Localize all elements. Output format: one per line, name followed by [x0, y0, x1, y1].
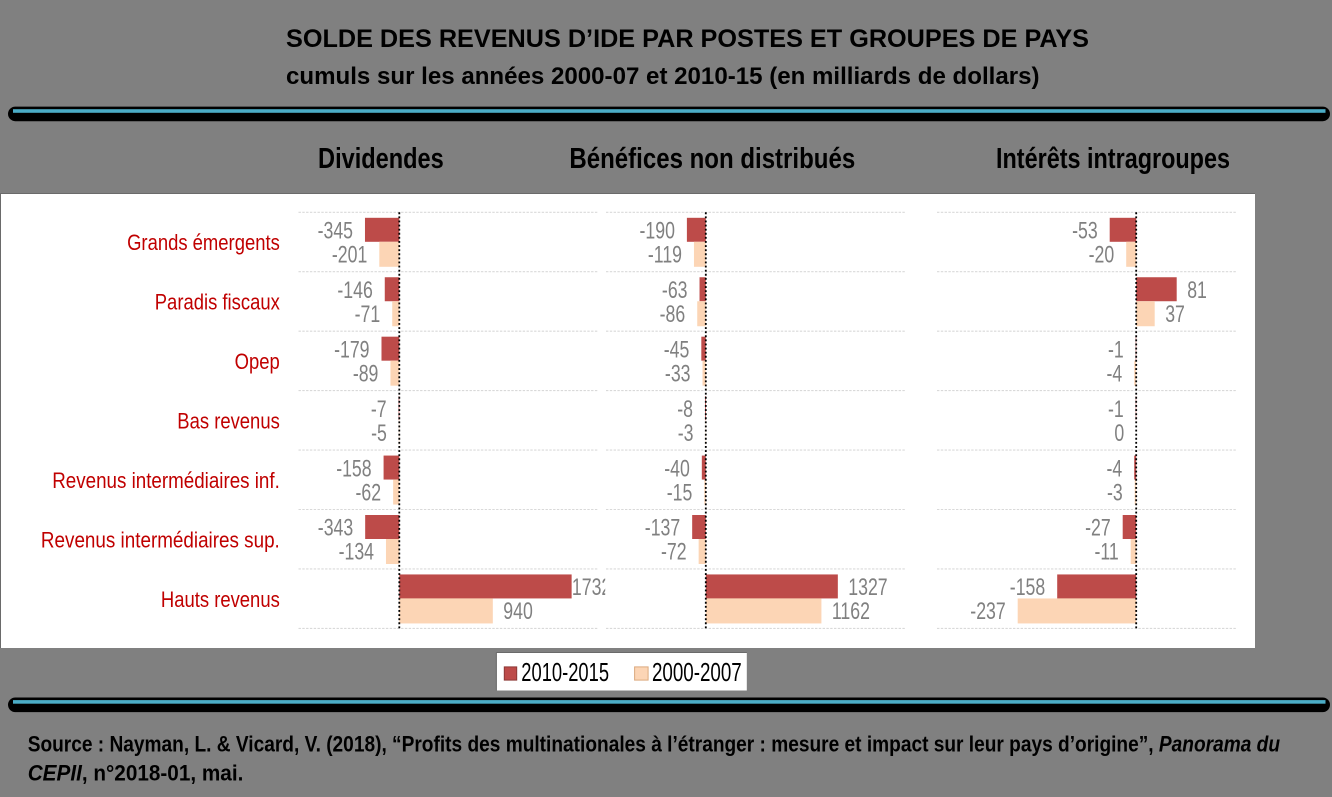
svg-text:-62: -62 [356, 480, 382, 506]
svg-text:1732: 1732 [572, 575, 611, 601]
svg-text:Source : Nayman, L. & Vicard,: Source : Nayman, L. & Vicard, V. (2018),… [28, 732, 1281, 757]
svg-text:-1: -1 [1108, 337, 1124, 363]
svg-text:-63: -63 [662, 277, 688, 303]
svg-text:-179: -179 [334, 337, 369, 363]
svg-text:Paradis fiscaux: Paradis fiscaux [155, 290, 281, 315]
svg-text:-137: -137 [645, 515, 680, 541]
svg-text:-53: -53 [1072, 218, 1098, 244]
svg-text:-5: -5 [371, 420, 387, 446]
svg-text:2000-2007: 2000-2007 [652, 658, 742, 686]
svg-text:-158: -158 [336, 456, 371, 482]
svg-text:Bénéfices non distribués: Bénéfices non distribués [569, 142, 855, 175]
svg-text:Grands émergents: Grands émergents [127, 231, 280, 256]
svg-text:Opep: Opep [235, 349, 280, 374]
svg-text:-72: -72 [661, 539, 687, 565]
svg-text:-8: -8 [677, 396, 693, 422]
svg-text:-3: -3 [678, 420, 694, 446]
svg-text:-89: -89 [353, 361, 379, 387]
svg-text:-4: -4 [1106, 456, 1122, 482]
svg-text:Bas revenus: Bas revenus [177, 409, 280, 434]
svg-text:-158: -158 [1010, 575, 1045, 601]
svg-text:Hauts revenus: Hauts revenus [161, 587, 280, 612]
svg-text:-3: -3 [1107, 480, 1123, 506]
svg-text:-190: -190 [640, 218, 675, 244]
svg-text:-201: -201 [332, 242, 367, 268]
svg-text:-11: -11 [1094, 539, 1118, 565]
svg-text:-1: -1 [1108, 396, 1124, 422]
svg-text:1162: 1162 [832, 599, 870, 625]
svg-text:-134: -134 [339, 539, 375, 565]
svg-text:-345: -345 [318, 218, 353, 244]
svg-text:-15: -15 [667, 480, 693, 506]
svg-text:-45: -45 [664, 337, 690, 363]
svg-text:-4: -4 [1106, 361, 1122, 387]
svg-text:2010-2015: 2010-2015 [521, 658, 609, 687]
svg-text:Revenus intermédiaires sup.: Revenus intermédiaires sup. [41, 528, 280, 553]
svg-text:37: 37 [1165, 301, 1185, 327]
svg-text:81: 81 [1187, 277, 1207, 303]
svg-text:Revenus intermédiaires inf.: Revenus intermédiaires inf. [52, 468, 280, 493]
svg-text:-146: -146 [337, 277, 372, 303]
svg-text:0: 0 [1114, 420, 1124, 446]
svg-text:-343: -343 [318, 515, 353, 541]
svg-text:-119: -119 [648, 242, 682, 268]
svg-text:1327: 1327 [848, 575, 887, 601]
svg-text:-40: -40 [664, 456, 690, 482]
svg-text:-237: -237 [970, 599, 1005, 625]
svg-text:Intérêts intragroupes: Intérêts intragroupes [996, 141, 1230, 174]
svg-text:Dividendes: Dividendes [318, 141, 444, 174]
svg-text:-27: -27 [1085, 515, 1111, 541]
svg-text:-7: -7 [371, 396, 387, 422]
svg-text:-86: -86 [660, 301, 686, 327]
svg-text:-20: -20 [1089, 242, 1115, 268]
svg-text:940: 940 [503, 599, 533, 625]
svg-text:CEPII, n°2018-01, mai.: CEPII, n°2018-01, mai. [28, 760, 244, 786]
svg-text:-71: -71 [355, 301, 381, 327]
svg-text:SOLDE DES REVENUS D’IDE PAR PO: SOLDE DES REVENUS D’IDE PAR POSTES ET GR… [286, 25, 1089, 53]
svg-text:-33: -33 [665, 361, 691, 387]
svg-text:cumuls sur les années 2000-07: cumuls sur les années 2000-07 et 2010-15… [286, 63, 1039, 90]
